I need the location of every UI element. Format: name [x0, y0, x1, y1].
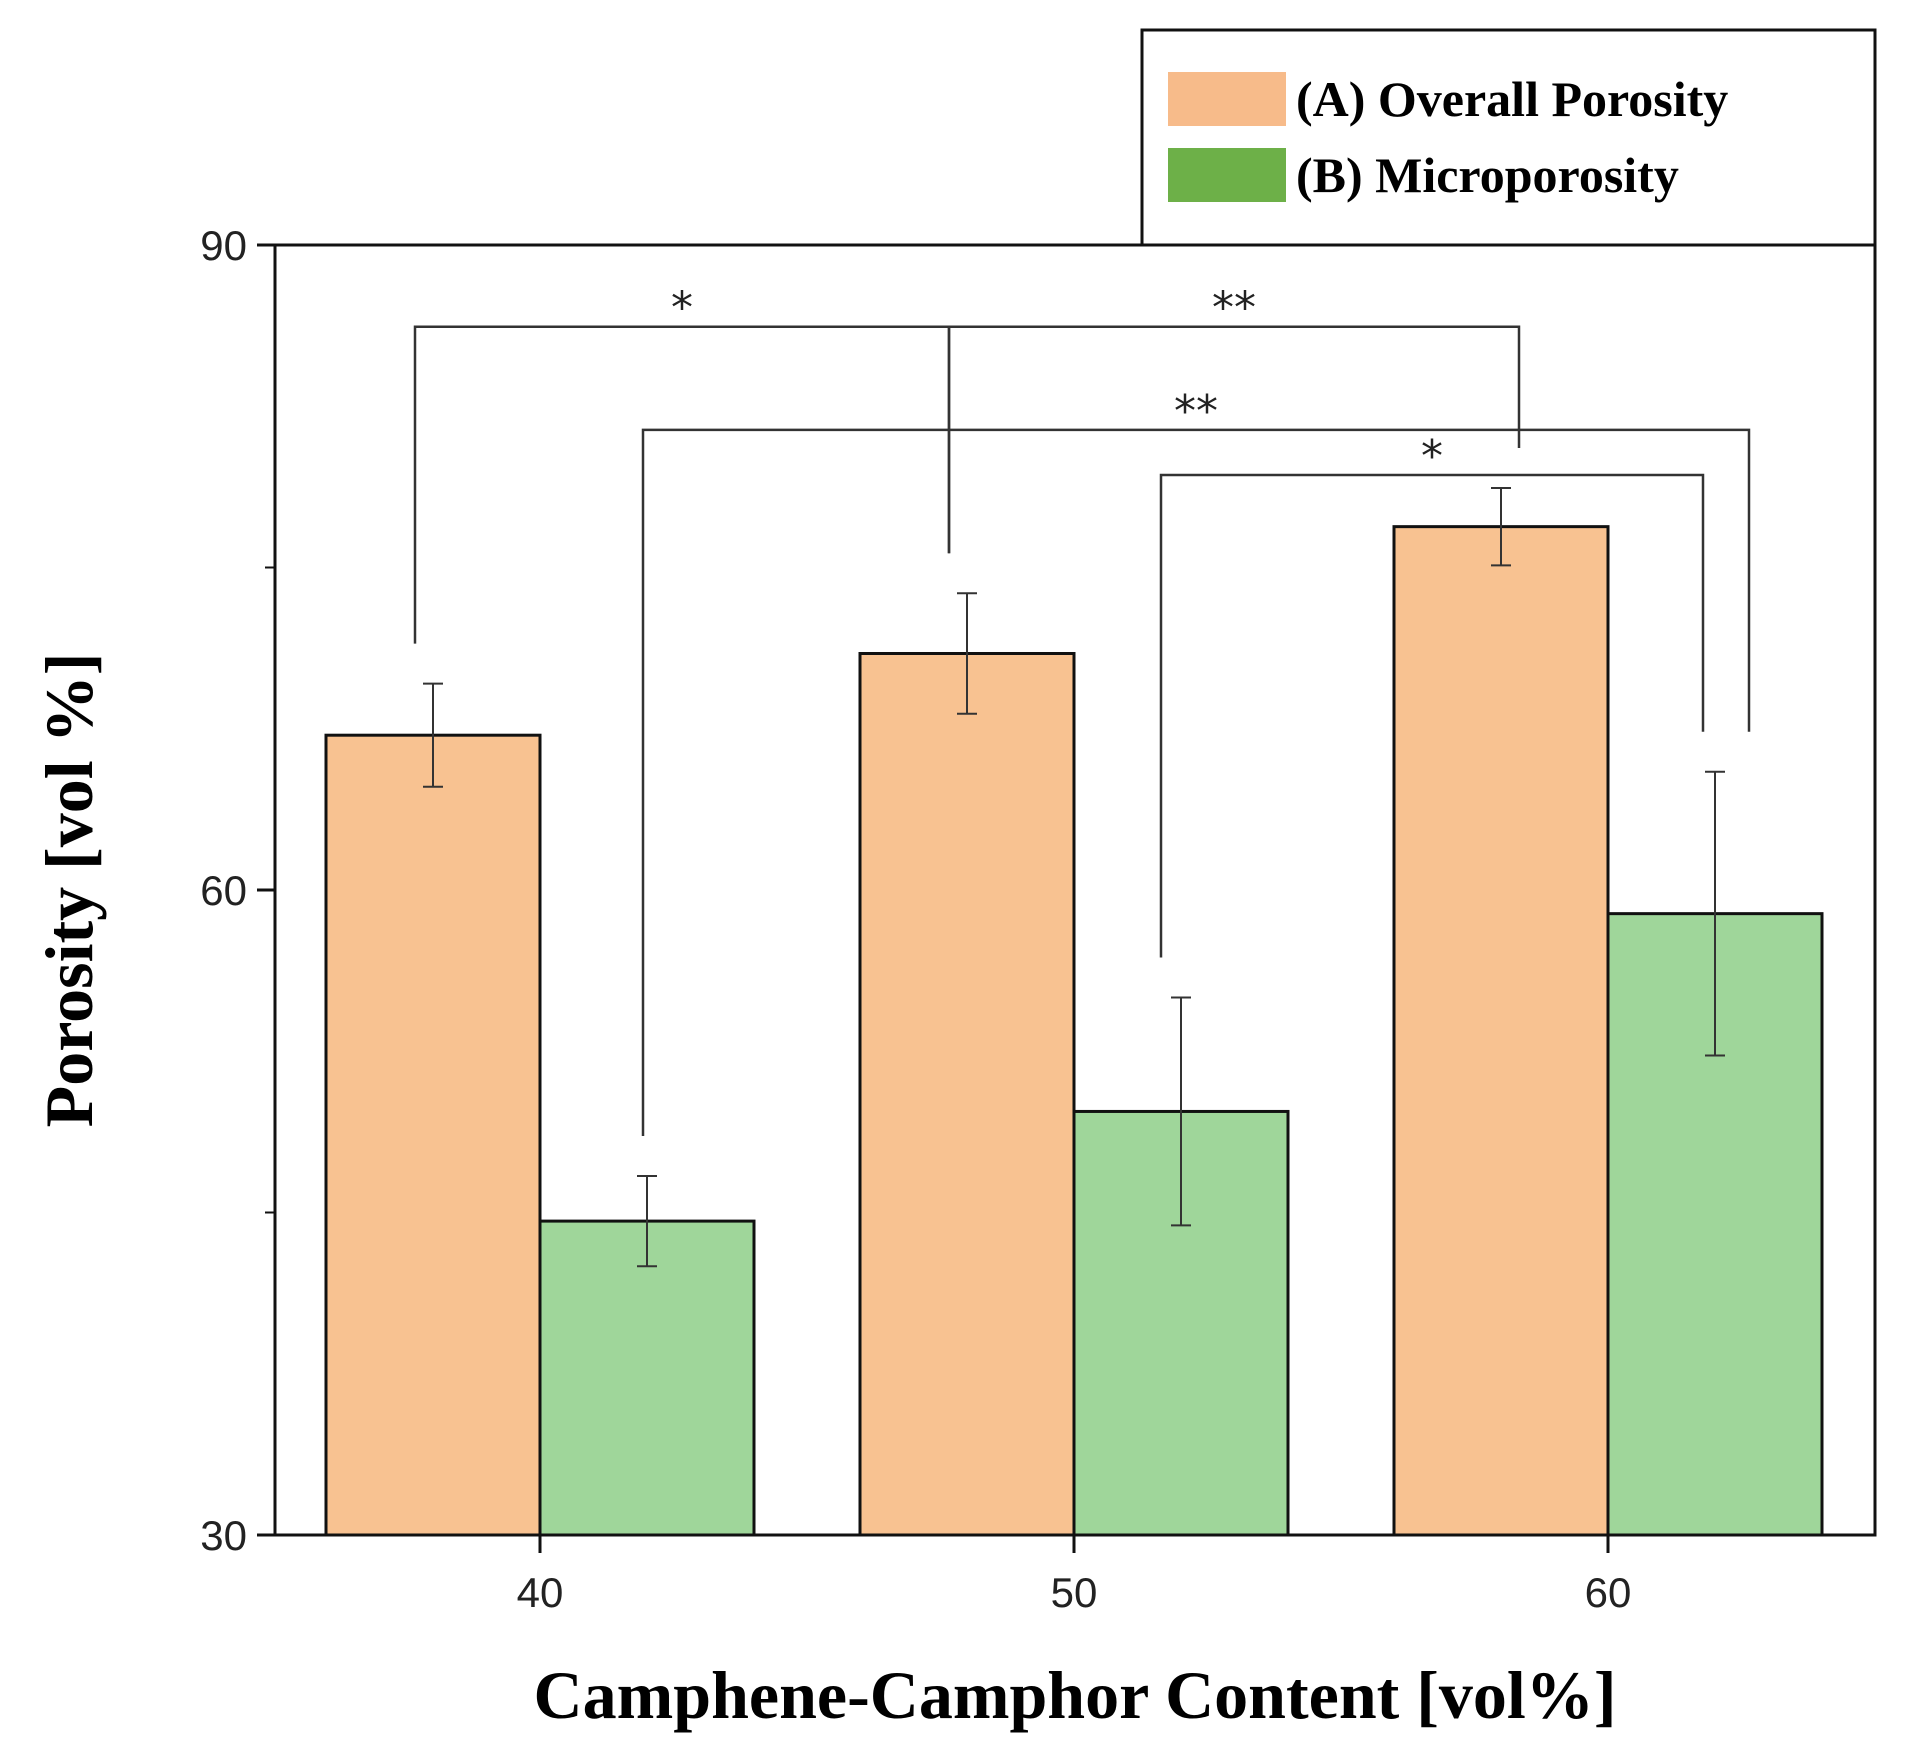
legend-label-overall-porosity: (A) Overall Porosity [1296, 71, 1728, 127]
bar-overall-porosity-60 [1392, 525, 1610, 1537]
x-tick-label-60: 60 [1585, 1569, 1632, 1616]
significance-brackets-layer: * ***** [413, 283, 1751, 1136]
bar-microporosity-40 [538, 1219, 756, 1537]
significance-bracket-0 [413, 325, 951, 644]
axes-layer: 30 60 90 40 50 60 [200, 222, 1631, 1616]
significance-bracket-1 [947, 325, 1521, 554]
legend-label-microporosity: (B) Microporosity [1296, 147, 1679, 203]
significance-label-1: ** [1212, 283, 1256, 334]
significance-label-3: * [1421, 431, 1443, 482]
y-tick-label-30: 30 [200, 1512, 247, 1559]
bar-overall-porosity-50 [858, 652, 1076, 1537]
y-axis-title: Porosity [vol %] [31, 653, 107, 1128]
bar-overall-porosity-40 [324, 733, 542, 1537]
significance-label-0: * [671, 283, 693, 334]
x-tick-label-40: 40 [517, 1569, 564, 1616]
y-tick-label-90: 90 [200, 222, 247, 269]
y-tick-label-60: 60 [200, 867, 247, 914]
x-axis-title: Camphene-Camphor Content [vol%] [534, 1657, 1617, 1733]
legend-swatch-overall-porosity [1168, 72, 1286, 126]
significance-bracket-2 [641, 428, 1751, 1136]
x-tick-label-50: 50 [1051, 1569, 1098, 1616]
legend-box [1140, 28, 1877, 247]
legend: (A) Overall Porosity (B) Microporosity [1140, 28, 1877, 247]
legend-swatch-microporosity [1168, 148, 1286, 202]
significance-label-2: ** [1174, 386, 1218, 437]
error-bars-layer [423, 486, 1725, 1268]
bars-layer [324, 525, 1824, 1537]
significance-bracket-3 [1159, 473, 1705, 958]
